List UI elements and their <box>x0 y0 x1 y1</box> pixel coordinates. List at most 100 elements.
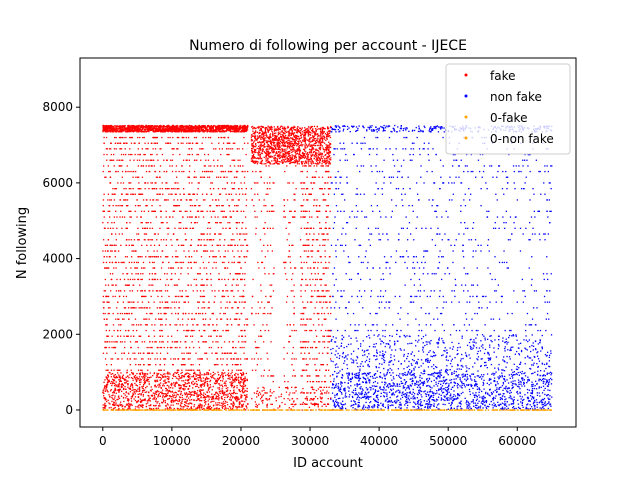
point-fake <box>138 130 140 132</box>
point-fake <box>237 159 239 161</box>
point-fake <box>162 373 165 375</box>
point-fake <box>138 127 140 129</box>
point-fake <box>228 375 230 377</box>
point-fake <box>144 129 147 131</box>
point-fake <box>169 126 172 128</box>
point-fake <box>129 127 131 129</box>
point-fake <box>154 136 156 139</box>
point-fake <box>165 395 168 397</box>
point-fake <box>207 176 209 178</box>
point-fake <box>231 376 233 379</box>
point-fake <box>188 375 190 378</box>
point-fake <box>204 199 206 201</box>
point-fake <box>220 358 222 360</box>
point-fake <box>238 261 240 264</box>
point-fake <box>108 394 110 396</box>
point-fake <box>195 261 197 264</box>
point-fake <box>106 129 108 132</box>
point-fake <box>225 394 228 396</box>
point-fake <box>160 216 162 218</box>
point-fake <box>192 383 194 386</box>
point-fake <box>199 372 201 374</box>
point-fake <box>242 387 244 389</box>
point-fake <box>129 153 132 156</box>
point-fake <box>188 127 191 129</box>
point-fake <box>121 165 123 167</box>
point-fake <box>184 382 186 384</box>
point-fake <box>122 126 124 128</box>
point-fake <box>220 176 222 178</box>
point-fake <box>204 170 206 173</box>
point-fake <box>223 295 226 298</box>
point-fake <box>166 378 168 380</box>
point-fake <box>200 335 202 337</box>
point-fake <box>155 176 158 178</box>
point-fake <box>233 130 236 133</box>
point-fake <box>220 136 222 139</box>
point-fake <box>146 244 148 246</box>
point-fake <box>234 159 236 161</box>
point-fake <box>179 210 181 212</box>
point-fake <box>208 256 211 258</box>
point-fake <box>204 379 206 381</box>
point-fake <box>238 273 240 275</box>
point-fake <box>176 124 178 127</box>
point-fake <box>234 128 236 130</box>
point-fake <box>168 387 170 389</box>
point-fake <box>109 126 111 129</box>
point-fake <box>146 346 148 349</box>
point-fake <box>234 273 237 275</box>
point-fake <box>156 390 158 392</box>
point-fake <box>142 165 145 167</box>
point-fake <box>210 284 212 286</box>
point-fake <box>206 395 208 397</box>
point-fake <box>193 378 196 380</box>
point-fake <box>244 124 246 127</box>
point-fake <box>171 130 174 132</box>
point-fake <box>208 398 210 400</box>
point-fake <box>207 395 209 397</box>
point-fake <box>311 140 313 142</box>
point-fake <box>213 374 215 376</box>
point-fake <box>130 398 132 400</box>
point-fake <box>209 227 211 229</box>
point-fake <box>208 239 210 241</box>
point-fake <box>199 392 202 394</box>
point-fake <box>174 227 176 229</box>
point-fake <box>229 216 231 218</box>
point-fake <box>192 127 194 130</box>
point-fake <box>160 290 163 292</box>
point-fake <box>167 124 169 127</box>
point-fake <box>199 148 201 150</box>
point-fake <box>195 385 197 388</box>
point-fake <box>159 382 162 384</box>
point-fake <box>149 126 151 128</box>
point-fake <box>233 126 235 128</box>
point-fake <box>208 395 210 397</box>
point-fake <box>236 210 238 212</box>
point-fake <box>188 256 191 258</box>
point-fake <box>102 408 105 410</box>
point-fake <box>242 392 244 394</box>
point-fake <box>233 403 235 405</box>
point-fake <box>214 216 216 218</box>
point-fake <box>210 131 212 133</box>
point-fake <box>198 406 200 408</box>
point-fake <box>212 395 214 398</box>
point-fake <box>187 273 189 275</box>
point-fake <box>232 379 234 382</box>
point-fake <box>151 273 153 275</box>
point-fake <box>165 126 167 128</box>
point-fake <box>243 394 246 396</box>
point-fake <box>112 382 114 384</box>
point-fake <box>243 386 245 388</box>
point-fake <box>229 381 231 384</box>
point-fake <box>145 127 147 129</box>
point-fake <box>232 142 234 144</box>
point-fake <box>299 144 301 147</box>
point-fake <box>160 125 162 127</box>
point-fake <box>181 408 183 410</box>
point-fake <box>107 239 110 241</box>
point-fake <box>129 130 131 132</box>
point-fake <box>173 392 175 394</box>
